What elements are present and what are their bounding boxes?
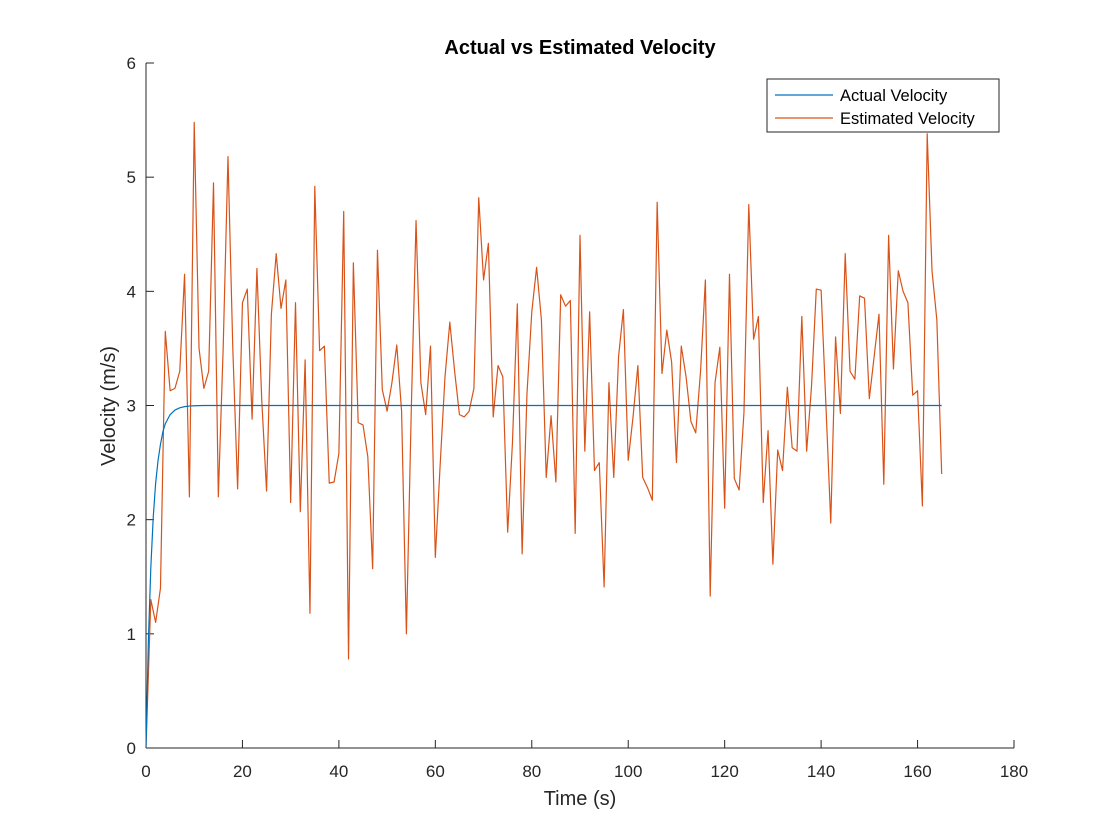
chart-title: Actual vs Estimated Velocity	[444, 37, 716, 59]
x-tick-label: 140	[807, 762, 835, 781]
legend-box	[766, 78, 1000, 133]
legend-label-estimated-velocity: Estimated Velocity	[840, 110, 976, 128]
x-tick-label: 60	[426, 762, 445, 781]
x-tick-label: 120	[710, 762, 738, 781]
plot-axes: 0 20 40 60 80 100 120 140 160 180 0 1 2 3 4 5 6	[127, 54, 1029, 781]
x-tick-label: 0	[141, 762, 150, 781]
plot-series	[145, 121, 943, 749]
y-tick-label: 0	[127, 739, 136, 758]
y-tick-label: 5	[127, 168, 136, 187]
y-tick-label: 6	[127, 54, 136, 73]
y-axis-label: Velocity (m/s)	[98, 346, 120, 466]
x-tick-label: 180	[1000, 762, 1028, 781]
x-tick-label: 20	[233, 762, 252, 781]
x-tick-label: 100	[614, 762, 642, 781]
y-tick-label: 3	[127, 397, 136, 416]
x-tick-label: 80	[522, 762, 541, 781]
series-line-estimated-velocity	[145, 121, 943, 749]
y-tick-label: 4	[127, 282, 136, 301]
x-tick-label: 40	[329, 762, 348, 781]
x-tick-label: 160	[903, 762, 931, 781]
x-axis-label: Time (s)	[544, 788, 617, 810]
legend: Actual Velocity Estimated Velocity	[766, 78, 1000, 133]
legend-label-actual-velocity: Actual Velocity	[840, 87, 948, 105]
series-line-actual-velocity	[145, 404, 942, 749]
y-tick-label: 2	[127, 511, 136, 530]
y-tick-label: 1	[127, 625, 136, 644]
